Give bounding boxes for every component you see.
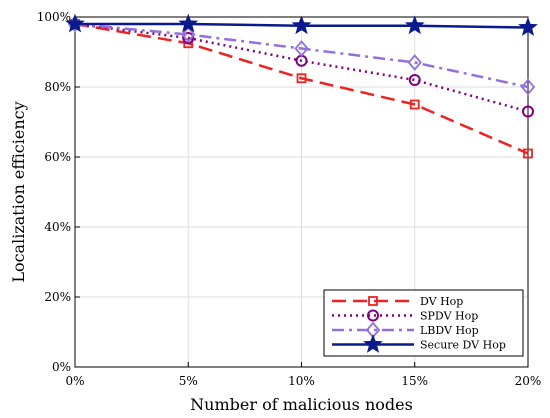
legend-item: Secure DV Hop (332, 334, 506, 353)
data-point (182, 32, 195, 44)
data-point (294, 40, 309, 57)
y-tick-label: 80% (44, 80, 71, 94)
legend-label: SPDV Hop (420, 310, 478, 323)
x-tick-label: 0% (65, 374, 84, 388)
legend-marker (368, 296, 378, 306)
y-tick-label: 60% (44, 150, 71, 164)
legend-marker (363, 334, 383, 353)
axis-ticks: 0% 5% 10% 15% 20% 0% 20% 40% 60% 80% 100% (37, 10, 542, 388)
data-point (522, 105, 534, 118)
series-line (74, 22, 529, 113)
legend-label: LBDV Hop (420, 324, 479, 337)
data-point (404, 15, 425, 35)
data-point (181, 26, 196, 43)
legend-label: Secure DV Hop (420, 339, 506, 352)
data-point (407, 54, 422, 71)
y-tick-label: 100% (37, 10, 71, 24)
data-point (518, 17, 538, 36)
y-tick-label: 0% (52, 360, 71, 374)
data-point (178, 13, 199, 33)
series-line (74, 22, 529, 155)
series-group (65, 13, 538, 159)
data-point (408, 74, 421, 86)
y-tick-label: 40% (44, 220, 71, 234)
data-point (520, 78, 536, 96)
y-tick-label: 20% (44, 290, 71, 304)
series-line (74, 22, 529, 89)
data-point (523, 148, 533, 159)
legend-label: DV Hop (420, 295, 463, 308)
x-tick-label: 15% (401, 374, 428, 388)
legend-item: DV Hop (332, 295, 463, 308)
legend-marker (367, 309, 379, 322)
x-tick-label: 20% (515, 374, 542, 388)
data-point (409, 99, 420, 110)
x-tick-label: 5% (179, 374, 198, 388)
data-point (291, 15, 312, 35)
x-axis-label: Number of malicious nodes (190, 395, 413, 414)
data-point (65, 13, 85, 33)
data-point (296, 73, 307, 84)
x-tick-label: 10% (288, 374, 315, 388)
legend-item: SPDV Hop (332, 309, 478, 323)
series-secure-dv-hop (65, 13, 538, 36)
y-axis-label: Localization efficiency (9, 101, 28, 282)
